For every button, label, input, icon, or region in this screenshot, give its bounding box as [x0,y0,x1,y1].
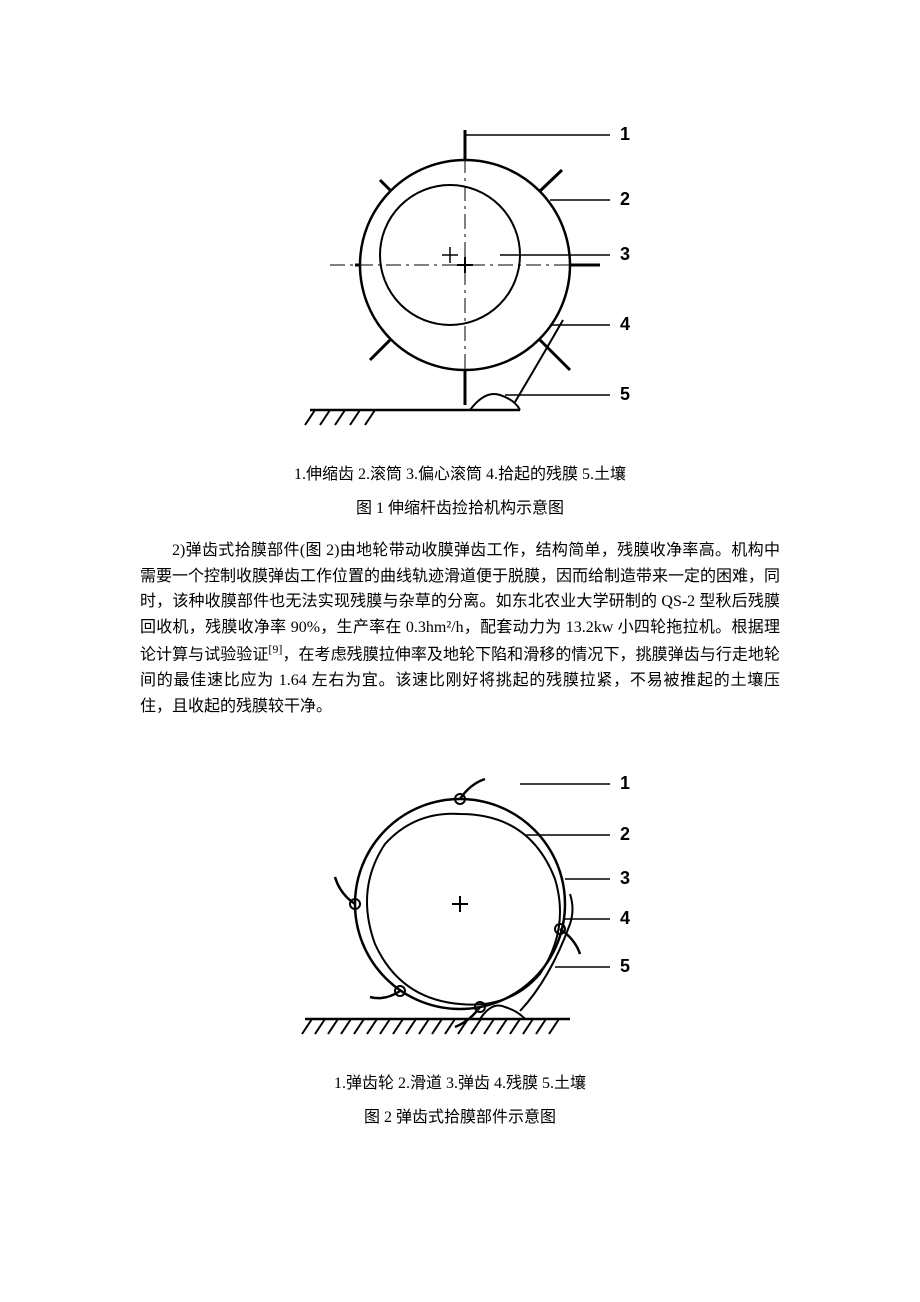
fig1-label-1: 1 [620,124,630,144]
figure-2-caption: 图 2 弹齿式拾膜部件示意图 [60,1103,860,1127]
figure-2-legend: 1.弹齿轮 2.滑道 3.弹齿 4.残膜 5.土壤 [60,1069,860,1093]
figure-1-legend: 1.伸缩齿 2.滚筒 3.偏心滚筒 4.拾起的残膜 5.土壤 [60,460,860,484]
fig2-label-1: 1 [620,773,630,793]
paragraph-body: 2)弹齿式拾膜部件(图 2)由地轮带动收膜弹齿工作，结构简单，残膜收净率高。机构… [140,538,780,719]
fig2-label-3: 3 [620,868,630,888]
fig2-label-4: 4 [620,908,630,928]
fig1-label-4: 4 [620,314,630,334]
figure-2-diagram: 1 2 3 4 5 [270,749,650,1054]
citation-marker: [9] [268,642,282,656]
fig2-label-5: 5 [620,956,630,976]
fig1-label-3: 3 [620,244,630,264]
fig1-label-2: 2 [620,189,630,209]
figure-1-caption: 图 1 伸缩杆齿捡拾机构示意图 [60,494,860,518]
figure-2-container: 1 2 3 4 5 1.弹齿轮 2.滑道 3.弹齿 4.残膜 5.土壤 图 2 … [60,749,860,1127]
figure-1-container: 1 2 3 4 5 1.伸缩齿 2.滚筒 3.偏心滚筒 4.拾起的残膜 5.土壤… [60,100,860,518]
fig2-label-2: 2 [620,824,630,844]
paragraph-text-1: 2)弹齿式拾膜部件(图 2)由地轮带动收膜弹齿工作，结构简单，残膜收净率高。机构… [140,542,780,664]
figure-1-diagram: 1 2 3 4 5 [270,100,650,445]
fig1-label-5: 5 [620,384,630,404]
